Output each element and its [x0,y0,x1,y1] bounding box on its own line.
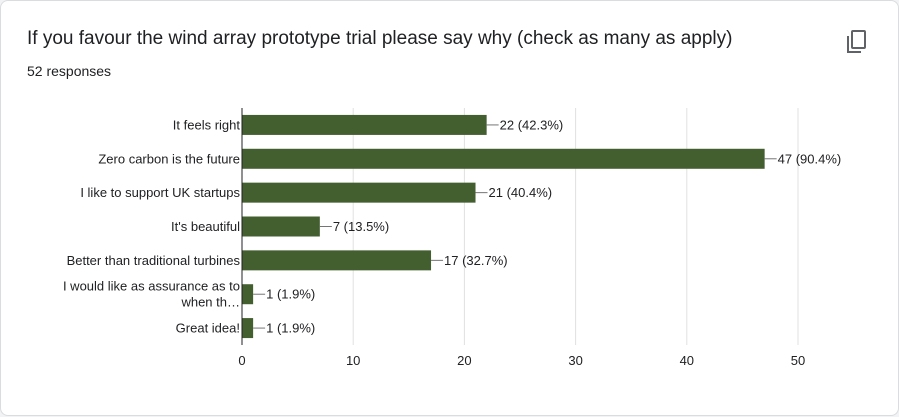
category-label-6: Great idea! [176,321,240,336]
category-label-4: Better than traditional turbines [67,253,241,268]
data-label-4: 17 (32.7%) [444,253,508,268]
data-label-3: 7 (13.5%) [333,219,389,234]
bar-3 [242,216,320,237]
bar-2 [242,182,476,203]
bar-4 [242,250,432,271]
data-label-0: 22 (42.3%) [500,117,564,132]
data-label-5: 1 (1.9%) [266,287,315,302]
category-label-1: Zero carbon is the future [98,151,240,166]
data-label-2: 21 (40.4%) [489,185,553,200]
question-title: If you favour the wind array prototype t… [27,28,733,49]
data-label-1: 47 (90.4%) [778,151,842,166]
copy-icon [847,30,866,53]
category-label-2: I like to support UK startups [80,185,240,200]
x-tick-label-0: 0 [238,353,245,368]
x-tick-label-30: 30 [568,353,582,368]
x-tick-label-20: 20 [457,353,471,368]
response-count: 52 responses [27,63,112,79]
bar-5 [242,284,254,305]
bar-0 [242,114,487,135]
x-tick-label-10: 10 [346,353,360,368]
x-tick-label-40: 40 [680,353,694,368]
data-label-6: 1 (1.9%) [266,321,315,336]
x-tick-label-50: 50 [791,353,805,368]
bar-6 [242,318,254,339]
bar-1 [242,148,765,169]
copy-chart-button[interactable] [839,25,875,61]
category-label-5-line-1: when th… [180,295,240,310]
category-label-5-line-0: I would like as assurance as to [63,279,240,294]
category-label-3: It's beautiful [171,219,240,234]
category-label-0: It feels right [173,117,241,132]
